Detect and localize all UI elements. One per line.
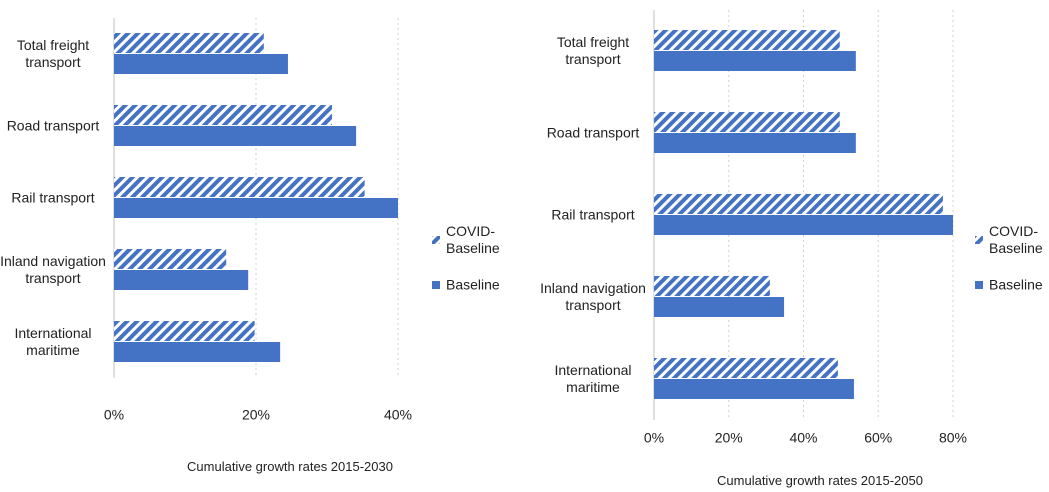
bar	[654, 358, 838, 378]
y-tick-label: Inland navigation transport	[540, 280, 646, 313]
y-tick-label: Total freight transport	[16, 37, 90, 70]
legend-swatch	[975, 281, 983, 289]
x-tick-label: 60%	[864, 429, 893, 446]
y-tick-label: International maritime	[554, 362, 632, 395]
x-axis-title: Cumulative growth rates 2015-2050	[717, 473, 923, 488]
bar	[114, 33, 264, 53]
bar	[114, 270, 249, 290]
legend-swatch	[975, 236, 983, 244]
bar	[654, 194, 943, 214]
bar	[654, 133, 856, 153]
x-tick-label: 40%	[789, 429, 818, 446]
bar	[654, 215, 953, 235]
bar	[114, 342, 281, 362]
bar	[114, 54, 288, 74]
bar	[114, 126, 357, 146]
y-tick-label: Total freight transport	[556, 34, 630, 67]
legend-label: COVID-Baseline	[989, 223, 1043, 256]
legend-label: COVID-Baseline	[446, 223, 500, 256]
x-tick-label: 0%	[103, 406, 125, 423]
y-tick-label: Road transport	[6, 117, 100, 134]
bar	[114, 249, 227, 269]
bar	[654, 379, 854, 399]
legend-label: Baseline	[446, 276, 500, 293]
bar	[654, 30, 840, 50]
legend-swatch	[432, 236, 440, 244]
bar	[654, 51, 856, 71]
legend-swatch	[432, 281, 440, 289]
x-tick-label: 20%	[714, 429, 743, 446]
y-tick-label: Inland navigation transport	[0, 253, 106, 286]
y-tick-label: International maritime	[14, 325, 92, 358]
x-tick-label: 0%	[643, 429, 665, 446]
bar	[654, 297, 785, 317]
y-tick-label: Road transport	[546, 124, 640, 141]
x-tick-label: 20%	[241, 406, 271, 423]
x-axis-title: Cumulative growth rates 2015-2030	[187, 459, 393, 474]
x-tick-label: 40%	[383, 406, 413, 423]
bar	[114, 105, 332, 125]
bar	[654, 112, 840, 132]
x-tick-label: 80%	[938, 429, 968, 446]
legend-label: Baseline	[989, 276, 1043, 293]
bar	[114, 177, 365, 197]
bar	[654, 276, 770, 296]
y-tick-label: Rail transport	[11, 189, 95, 206]
y-tick-label: Rail transport	[551, 206, 635, 223]
bar	[114, 321, 255, 341]
bar	[114, 198, 398, 218]
